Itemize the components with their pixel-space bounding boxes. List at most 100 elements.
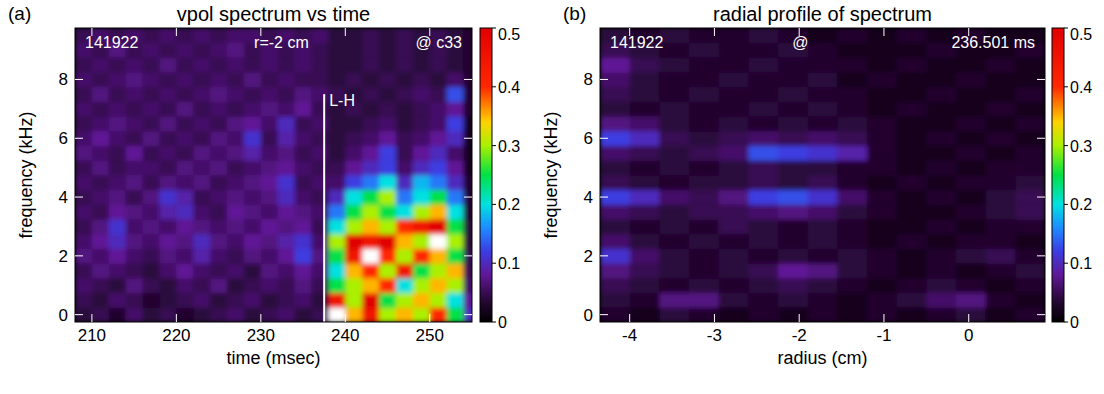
x-tick-label: -1: [876, 326, 891, 345]
heat-cell: [312, 234, 329, 249]
heat-cell: [447, 116, 464, 131]
heat-cell: [689, 307, 719, 322]
heat-cell: [345, 72, 362, 87]
heat-cell: [837, 160, 867, 175]
plot-frame: [75, 28, 472, 322]
heat-cell: [447, 190, 464, 205]
plot-frame: [600, 28, 1045, 322]
heat-cell: [748, 293, 778, 308]
heat-cell: [328, 175, 345, 190]
heat-cell: [689, 146, 719, 161]
heat-cell: [159, 249, 176, 264]
heat-cell: [430, 102, 447, 117]
heat-cell: [345, 263, 362, 278]
x-tick-label: 230: [247, 326, 275, 345]
x-tick: [714, 28, 715, 36]
heat-cell: [345, 43, 362, 58]
heat-cell: [278, 131, 295, 146]
heat-cell: [261, 57, 278, 72]
heat-cell: [1015, 160, 1045, 175]
heat-cell: [778, 263, 808, 278]
heat-cell: [689, 263, 719, 278]
heat-cell: [630, 234, 660, 249]
heat-cell: [630, 278, 660, 293]
heat-cell: [808, 307, 838, 322]
heat-cell: [396, 263, 413, 278]
heat-cell: [210, 234, 227, 249]
heat-cell: [379, 102, 396, 117]
heat-cell: [193, 204, 210, 219]
cells: [75, 28, 472, 322]
plot-label: r=-2 cm: [254, 34, 309, 51]
heat-cell: [897, 72, 927, 87]
heat-cell: [430, 293, 447, 308]
heat-cell: [193, 190, 210, 205]
colorbar-tick: [492, 28, 496, 29]
heat-cell: [379, 116, 396, 131]
heat-cell: [92, 175, 109, 190]
colorbar-tick-label: 0.4: [498, 79, 520, 96]
heat-cell: [345, 28, 362, 43]
heat-cell: [630, 131, 660, 146]
heat-cell: [345, 219, 362, 234]
heat-cell: [464, 146, 472, 161]
heat-cell: [362, 131, 379, 146]
heat-cell: [778, 160, 808, 175]
heat-cell: [278, 234, 295, 249]
heat-cell: [630, 293, 660, 308]
heat-cell: [748, 116, 778, 131]
heat-cell: [926, 116, 956, 131]
x-tick-label: -3: [707, 326, 722, 345]
heat-cell: [227, 278, 244, 293]
heat-cell: [92, 204, 109, 219]
heat-cell: [659, 293, 689, 308]
heat-cell: [379, 263, 396, 278]
panel-letter: (a): [8, 3, 31, 24]
heat-cell: [227, 175, 244, 190]
heat-cell: [719, 190, 749, 205]
heat-cell: [328, 219, 345, 234]
colorbar-tick: [1064, 145, 1068, 146]
heat-cell: [176, 72, 193, 87]
y-tick: [464, 255, 472, 256]
y-tick-label: 2: [59, 247, 68, 266]
heat-cell: [244, 72, 261, 87]
heat-cell: [748, 307, 778, 322]
heat-cell: [193, 293, 210, 308]
y-tick: [1037, 314, 1045, 315]
heat-cell: [630, 87, 660, 102]
heat-cell: [278, 293, 295, 308]
heat-cell: [659, 102, 689, 117]
heat-cell: [126, 204, 143, 219]
heat-cell: [689, 28, 719, 43]
heat-cell: [413, 204, 430, 219]
heat-cell: [159, 234, 176, 249]
heat-cell: [748, 72, 778, 87]
heat-cell: [867, 307, 897, 322]
heat-cell: [227, 43, 244, 58]
heat-cell: [328, 43, 345, 58]
heat-cell: [227, 72, 244, 87]
heat-cell: [897, 278, 927, 293]
heat-cell: [295, 263, 312, 278]
heat-cell: [464, 219, 472, 234]
heat-cell: [956, 102, 986, 117]
heat-cell: [808, 249, 838, 264]
heat-cell: [396, 146, 413, 161]
heat-cell: [345, 146, 362, 161]
heat-cell: [143, 102, 160, 117]
heat-cell: [413, 102, 430, 117]
heat-cell: [126, 131, 143, 146]
colorbar-tick: [492, 204, 496, 205]
heat-cell: [126, 278, 143, 293]
heat-cell: [227, 219, 244, 234]
heat-cell: [1015, 72, 1045, 87]
heat-cell: [278, 204, 295, 219]
heat-cell: [379, 278, 396, 293]
heat-cell: [261, 219, 278, 234]
heat-cell: [362, 160, 379, 175]
heat-cell: [986, 219, 1016, 234]
heat-cell: [396, 57, 413, 72]
heat-cell: [600, 102, 630, 117]
x-tick: [799, 28, 800, 36]
